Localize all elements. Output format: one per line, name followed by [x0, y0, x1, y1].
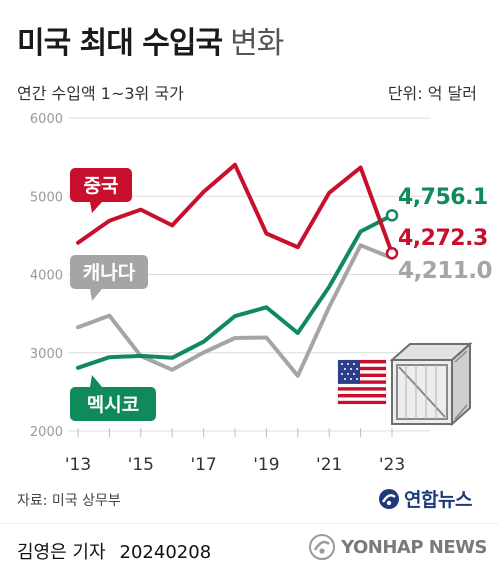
series-line-1	[76, 243, 394, 378]
reporter-name: 김영은 기자	[17, 542, 106, 563]
legend-callout-0: 중국	[70, 168, 132, 213]
end-value-label: 4,272.3	[398, 226, 488, 251]
legend-callout-box	[70, 168, 132, 202]
y-tick-label: 4000	[30, 269, 63, 284]
series-name-label: 멕시코	[87, 394, 139, 416]
series-name-label: 중국	[84, 175, 119, 197]
watermark: YONHAP NEWS	[309, 534, 487, 560]
unit-label: 단위: 억 달러	[387, 84, 477, 103]
x-tick-label: '23	[379, 455, 405, 475]
x-tick-label: '21	[316, 455, 342, 475]
end-value-label: 4,211.0	[398, 258, 492, 284]
source-note: 자료: 미국 상무부	[17, 493, 121, 509]
legend-callout-box	[70, 255, 148, 289]
legend-callout-1: 캐나다	[70, 255, 148, 301]
x-tick-label: '19	[253, 455, 279, 475]
legend-callout-tail	[90, 375, 102, 387]
x-tick-label: '17	[190, 455, 216, 475]
byline: 김영은 기자 20240208	[17, 538, 211, 564]
series-name-label: 캐나다	[83, 262, 136, 284]
agency-name: 연합뉴스	[404, 489, 472, 511]
end-value-label: 4,756.1	[398, 185, 488, 210]
y-tick-label: 6000	[30, 112, 63, 127]
series-line-0	[76, 162, 394, 256]
chart-subtitle: 연간 수입액 1~3위 국가	[17, 84, 184, 103]
us-flag-icon	[337, 359, 387, 405]
chart-title: 미국 최대 수입국 변화	[17, 18, 284, 62]
y-tick-label: 5000	[30, 190, 63, 205]
yonhap-logo-icon	[379, 488, 399, 509]
y-tick-label: 3000	[30, 347, 63, 362]
endpoint-marker-2	[385, 209, 399, 222]
shipping-crate-icon	[389, 341, 473, 427]
y-tick-label: 2000	[30, 425, 63, 440]
agency-logo: 연합뉴스	[378, 485, 472, 512]
x-tick-label: '15	[128, 455, 154, 475]
x-tick-label: '13	[65, 455, 91, 475]
legend-callout-tail	[90, 289, 102, 301]
yonhap-watermark-icon	[309, 534, 336, 560]
legend-callout-box	[70, 387, 156, 421]
title-main: 미국 최대 수입국	[17, 26, 223, 61]
publish-date: 20240208	[119, 542, 212, 563]
title-sub: 변화	[230, 26, 284, 61]
series-line-2	[76, 213, 394, 370]
footer-bar: 김영은 기자 20240208 YONHAP NEWS	[0, 523, 499, 574]
watermark-text: YONHAP NEWS	[341, 536, 487, 558]
legend-callout-2: 멕시코	[70, 375, 156, 421]
endpoint-marker-0	[385, 246, 399, 260]
legend-callout-tail	[90, 202, 102, 213]
